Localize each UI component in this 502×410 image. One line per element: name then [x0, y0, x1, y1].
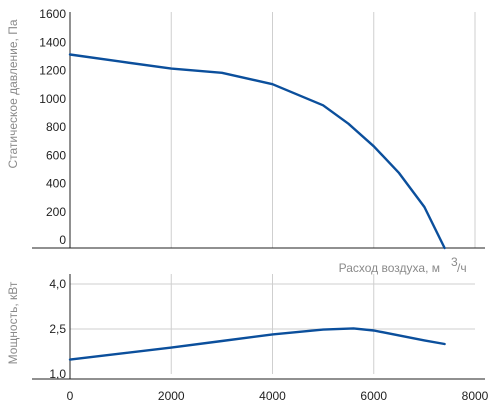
power-y-tick-label: 4,0	[49, 277, 66, 291]
pressure-y-ticks: 0 200 400 600 800 1000 1200 1400 1600	[39, 7, 66, 247]
power-x-ticks: 0 2000 4000 6000 8000	[67, 389, 489, 403]
power-y-tick-label: 2,5	[49, 322, 66, 336]
x-tick-label: 6000	[360, 389, 387, 403]
pressure-y-tick-label: 400	[46, 177, 66, 191]
x-tick-label: 8000	[462, 389, 489, 403]
pressure-y-tick-label: 1400	[39, 35, 66, 49]
pressure-y-tick-label: 200	[46, 205, 66, 219]
pressure-grid	[170, 12, 476, 248]
pressure-curve	[68, 53, 446, 250]
power-y-tick-label: 1,0	[49, 367, 66, 381]
pressure-y-tick-label: 1200	[39, 64, 66, 78]
pressure-y-tick-label: 0	[59, 233, 66, 247]
pressure-y-axis-title: Статическое давление, Па	[6, 19, 20, 168]
pressure-y-tick-label: 800	[46, 120, 66, 134]
x-axis-title-unit: /ч	[457, 261, 467, 275]
x-tick-label: 2000	[158, 389, 185, 403]
x-axis-title: Расход воздуха, м	[339, 261, 440, 275]
x-axis-title-exponent: 3	[451, 255, 458, 269]
pressure-y-tick-label: 1000	[39, 92, 66, 106]
pressure-y-tick-label: 1600	[39, 7, 66, 21]
power-chart: 1,0 2,5 4,0 0 2000 4000 6000 8000 Мощность, кВ…	[6, 274, 489, 403]
pressure-y-tick-label: 600	[46, 148, 66, 162]
x-tick-label: 4000	[259, 389, 286, 403]
power-y-ticks: 1,0 2,5 4,0	[49, 277, 66, 381]
power-y-axis-title: Мощность, кВт	[6, 281, 20, 364]
power-grid	[70, 274, 475, 374]
x-tick-label: 0	[67, 389, 74, 403]
power-curve	[68, 327, 446, 361]
pressure-axes	[32, 12, 485, 249]
power-axes	[32, 274, 485, 380]
x-axis-title-text: Расход воздуха, м	[339, 261, 440, 275]
pressure-chart: 0 200 400 600 800 1000 1200 1400 1600 Статическо…	[6, 7, 485, 275]
